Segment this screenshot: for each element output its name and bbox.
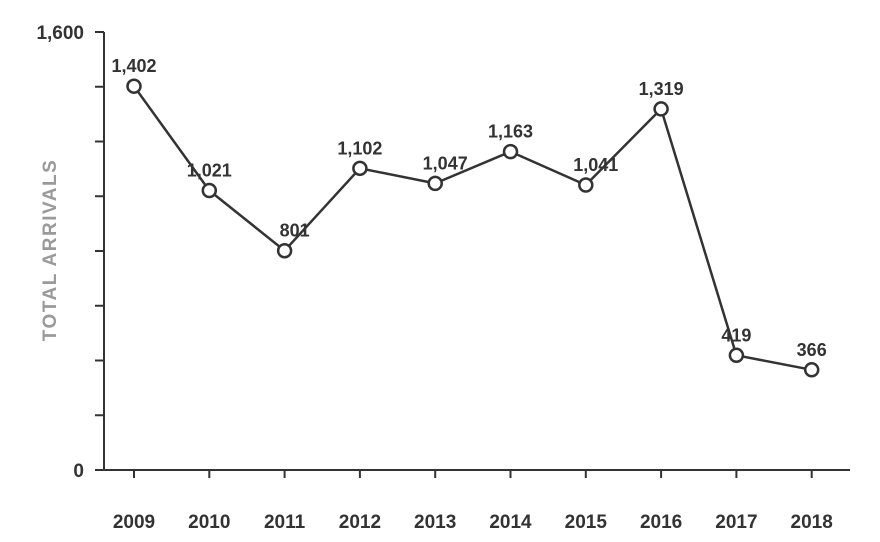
x-tick-label: 2013 [414, 512, 456, 533]
data-label: 1,041 [573, 155, 618, 175]
x-tick-label: 2017 [715, 512, 757, 533]
axes: 0 1,600 2009 2010 2011 2012 2013 2014 2015 2016 20… [36, 23, 850, 533]
data-point [803, 362, 820, 378]
series-line [132, 85, 812, 372]
data-label: 801 [280, 221, 310, 241]
data-point [276, 242, 293, 259]
data-point [126, 78, 142, 94]
data-label: 1,163 [488, 122, 533, 142]
data-label: 1,319 [639, 79, 684, 99]
data-label: 1,047 [423, 153, 468, 173]
data-point [352, 160, 368, 177]
data-labels: 1,402 1,021 801 1,102 1,047 1,163 1,041 1,319 41… [111, 56, 826, 360]
data-point [578, 177, 594, 193]
data-label: 1,402 [111, 56, 156, 76]
x-tick-label: 2009 [113, 512, 155, 533]
x-tick-label: 2016 [640, 512, 682, 533]
data-point [502, 143, 519, 160]
x-tick-label: 2010 [188, 512, 230, 533]
data-label: 419 [721, 325, 751, 345]
data-point [201, 182, 218, 199]
data-label: 1,102 [337, 138, 382, 158]
data-point [728, 347, 745, 364]
y-tick-label: 0 [73, 461, 84, 482]
series-layer [126, 78, 820, 378]
x-tick-label: 2018 [791, 512, 833, 533]
x-tick-label: 2015 [565, 512, 608, 533]
data-point [653, 101, 669, 117]
data-label: 366 [797, 340, 827, 360]
x-tick-label: 2014 [489, 512, 532, 533]
data-point [427, 175, 443, 192]
y-axis-label: TOTAL ARRIVALS [40, 159, 61, 342]
x-tick-label: 2012 [339, 512, 381, 533]
x-tick-label: 2011 [264, 512, 306, 533]
data-label: 1,021 [187, 161, 232, 181]
y-tick-label: 1,600 [36, 23, 84, 44]
